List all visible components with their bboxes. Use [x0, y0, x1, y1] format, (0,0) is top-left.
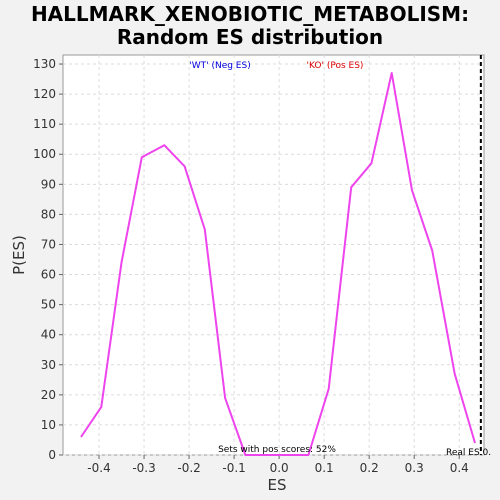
chart-title-line-1: HALLMARK_XENOBIOTIC_METABOLISM:	[30, 2, 470, 26]
y-tick-label: 10	[41, 418, 56, 432]
y-tick-label: 40	[41, 328, 56, 342]
legend-pos-es: 'KO' (Pos ES)	[307, 61, 364, 71]
x-axis-ticks: -0.4 -0.3 -0.2 -0.1 0.0 0.1 0.2 0.3 0.4	[87, 455, 469, 475]
y-axis-ticks: 0 10 20 30 40 50 60 70 80 90 100 110 120 130	[33, 57, 63, 462]
y-tick-label: 70	[41, 237, 56, 251]
distribution-line	[80, 72, 476, 456]
y-tick-label: 120	[33, 87, 56, 101]
x-tick-label: 0.2	[360, 461, 379, 475]
chart-title-line-2: Random ES distribution	[116, 25, 384, 49]
x-tick-label: 0.3	[405, 461, 424, 475]
y-tick-label: 60	[41, 268, 56, 282]
y-tick-label: 100	[33, 147, 56, 161]
y-tick-label: 30	[41, 358, 56, 372]
x-tick-label: 0.4	[450, 461, 469, 475]
y-tick-label: 90	[41, 177, 56, 191]
x-tick-label: -0.4	[87, 461, 110, 475]
x-tick-label: 0.1	[315, 461, 334, 475]
grid	[63, 55, 484, 456]
y-tick-label: 130	[33, 57, 56, 71]
series-group	[80, 72, 476, 456]
y-tick-label: 110	[33, 117, 56, 131]
y-tick-label: 0	[48, 448, 56, 462]
x-axis-title: ES	[268, 476, 287, 494]
x-tick-label: 0.0	[270, 461, 289, 475]
pos-scores-annotation: Sets with pos scores: 52%	[218, 445, 336, 455]
y-tick-label: 50	[41, 298, 56, 312]
y-tick-label: 20	[41, 388, 56, 402]
x-tick-label: -0.1	[222, 461, 245, 475]
y-axis-title: P(ES)	[10, 235, 28, 275]
y-tick-label: 80	[41, 207, 56, 221]
x-tick-label: -0.2	[177, 461, 200, 475]
real-es-label: Real ES 0.	[446, 448, 491, 458]
x-tick-label: -0.3	[132, 461, 155, 475]
legend-neg-es: 'WT' (Neg ES)	[189, 61, 250, 71]
